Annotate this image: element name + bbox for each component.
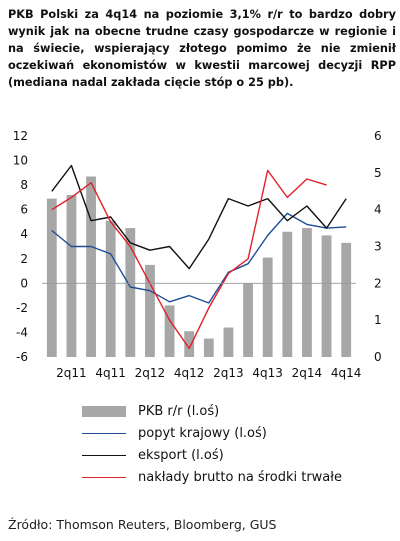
y-left-tick-label: -2	[16, 301, 28, 315]
x-tick-label: 2q12	[135, 366, 166, 380]
x-tick-label: 4q11	[95, 366, 126, 380]
legend-item-investment: nakłady brutto na środki trwałe	[82, 466, 392, 488]
bar-gdp-1q14	[282, 231, 293, 357]
bar-gdp-1q12	[125, 228, 136, 357]
y-left-tick-label: -6	[16, 350, 28, 364]
bar-gdp-2q14	[302, 228, 312, 357]
y-left-tick-label: -4	[16, 325, 28, 339]
bar-gdp-4q13	[262, 257, 273, 357]
bars-group	[46, 176, 352, 357]
x-tick-label: 2q14	[292, 366, 323, 380]
bar-gdp-3q12	[164, 305, 175, 357]
x-tick-label: 4q13	[252, 366, 283, 380]
y-right-tick-label: 5	[374, 166, 382, 180]
bar-gdp-2q12	[145, 264, 155, 357]
legend-swatch-investment	[82, 476, 126, 478]
bar-gdp-2q13	[223, 327, 234, 357]
line-series-1	[51, 212, 347, 304]
source-note: Źródło: Thomson Reuters, Bloomberg, GUS	[8, 517, 277, 532]
bar-gdp-3q14	[321, 235, 332, 357]
legend-label-investment: nakłady brutto na środki trwałe	[138, 469, 342, 485]
legend-swatch-domestic-demand	[82, 432, 126, 434]
y-left-tick-label: 8	[20, 178, 28, 192]
bar-gdp-4q12	[184, 331, 195, 357]
x-tick-label: 2q11	[56, 366, 87, 380]
x-tick-label: 2q13	[213, 366, 244, 380]
y-left-tick-label: 2	[20, 252, 28, 266]
legend: PKB r/r (l.oś) popyt krajowy (l.oś) eksp…	[82, 400, 392, 488]
y-left-tick-label: 6	[20, 203, 28, 217]
legend-swatch-gdp	[82, 405, 126, 417]
y-right-tick-label: 1	[374, 313, 382, 327]
y-right-tick-label: 4	[374, 203, 382, 217]
x-tick-label: 4q14	[331, 366, 362, 380]
legend-label-export: eksport (l.oś)	[138, 447, 224, 463]
y-right-tick-label: 0	[374, 350, 382, 364]
legend-item-export: eksport (l.oś)	[82, 444, 392, 466]
y-left-tick-label: 4	[20, 227, 28, 241]
y-right-tick-label: 6	[374, 129, 382, 143]
legend-swatch-export	[82, 454, 126, 456]
bar-gdp-1q13	[203, 338, 214, 357]
bar-gdp-3q11	[86, 176, 96, 357]
intro-paragraph: PKB Polski za 4q14 na poziomie 3,1% r/r …	[8, 8, 396, 89]
bar-gdp-4q14	[341, 242, 352, 357]
bar-gdp-1q11	[46, 198, 57, 357]
x-tick-label: 4q12	[174, 366, 205, 380]
legend-label-gdp: PKB r/r (l.oś)	[138, 403, 220, 419]
y-left-tick-label: 12	[13, 129, 28, 143]
lines-group	[51, 164, 347, 350]
y-left-tick-label: 10	[13, 154, 28, 168]
y-right-tick-label: 3	[374, 240, 382, 254]
line-series-2	[51, 164, 347, 270]
y-left-tick-label: 0	[20, 276, 28, 290]
legend-item-domestic-demand: popyt krajowy (l.oś)	[82, 422, 392, 444]
y-right-tick-label: 2	[374, 276, 382, 290]
legend-item-gdp: PKB r/r (l.oś)	[82, 400, 392, 422]
bar-gdp-4q11	[105, 220, 116, 357]
bar-gdp-3q13	[243, 283, 253, 357]
legend-label-domestic-demand: popyt krajowy (l.oś)	[138, 425, 267, 441]
bar-gdp-2q11	[66, 194, 77, 357]
line-series-3	[51, 169, 327, 350]
